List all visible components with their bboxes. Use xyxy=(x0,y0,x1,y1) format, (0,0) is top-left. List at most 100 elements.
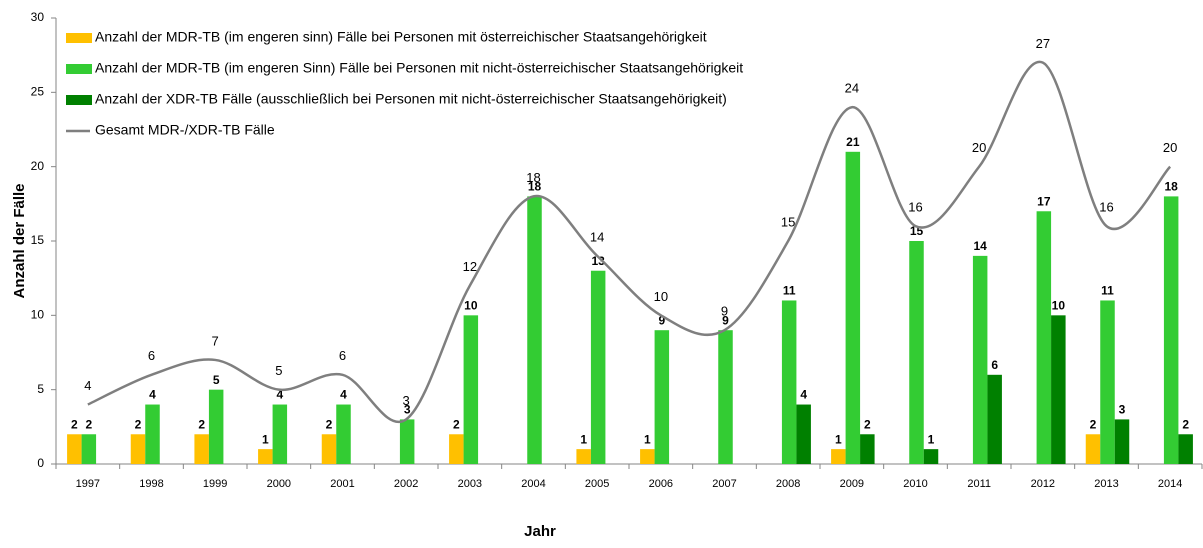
bar xyxy=(845,151,861,465)
legend-label: Gesamt MDR-/XDR-TB Fälle xyxy=(95,122,275,138)
bar xyxy=(972,255,988,464)
x-tick-label: 1999 xyxy=(203,478,227,490)
data-label: 2 xyxy=(1090,417,1097,431)
data-label: 4 xyxy=(276,388,283,402)
bar xyxy=(449,434,464,464)
data-label: 16 xyxy=(1099,200,1113,215)
x-tick-label: 2009 xyxy=(840,478,864,490)
data-label: 3 xyxy=(1119,403,1126,417)
legend-label: Anzahl der MDR-TB (im engeren sinn) Fäll… xyxy=(95,29,707,45)
data-label: 2 xyxy=(85,417,92,431)
legend-swatch xyxy=(66,33,92,43)
data-label: 4 xyxy=(84,378,91,393)
data-label: 18 xyxy=(1164,180,1178,194)
bar xyxy=(130,434,146,464)
bar xyxy=(463,315,479,464)
data-label: 18 xyxy=(526,170,540,185)
data-label: 2 xyxy=(864,417,871,431)
data-label: 11 xyxy=(783,284,796,298)
bar xyxy=(590,270,606,464)
bar xyxy=(321,434,337,464)
data-label: 4 xyxy=(149,388,156,402)
x-tick-label: 2008 xyxy=(776,478,800,490)
data-label: 6 xyxy=(991,358,998,372)
bar xyxy=(987,374,1002,464)
data-label: 13 xyxy=(591,254,605,268)
y-tick-label: 30 xyxy=(31,10,45,24)
data-label: 10 xyxy=(1052,299,1066,313)
data-label: 3 xyxy=(404,403,411,417)
y-tick-label: 5 xyxy=(37,382,44,396)
x-tick-label: 1997 xyxy=(76,478,100,490)
data-label: 15 xyxy=(781,214,795,229)
data-label: 2 xyxy=(326,417,333,431)
data-label: 18 xyxy=(528,180,542,194)
bar xyxy=(718,330,733,464)
bar xyxy=(796,404,811,464)
data-label: 24 xyxy=(845,81,859,96)
bar xyxy=(860,434,875,464)
y-tick-label: 20 xyxy=(31,159,45,173)
bar xyxy=(1036,211,1052,464)
x-tick-label: 2000 xyxy=(267,478,291,490)
bar xyxy=(527,196,542,464)
data-label: 10 xyxy=(654,289,668,304)
data-label: 10 xyxy=(464,299,478,313)
x-tick-label: 2003 xyxy=(458,478,482,490)
bar xyxy=(654,330,670,464)
data-label: 11 xyxy=(1101,284,1114,298)
data-label: 17 xyxy=(1037,194,1051,208)
data-label: 1 xyxy=(835,432,842,446)
data-label: 5 xyxy=(213,373,220,387)
data-label: 12 xyxy=(463,259,477,274)
data-label: 27 xyxy=(1036,36,1050,51)
data-label: 2 xyxy=(71,417,78,431)
bar xyxy=(67,434,82,464)
data-label: 7 xyxy=(212,333,219,348)
data-label: 2 xyxy=(1182,417,1189,431)
data-label: 2 xyxy=(198,417,205,431)
x-tick-label: 2001 xyxy=(330,478,354,490)
data-label: 1 xyxy=(580,432,587,446)
data-label: 2 xyxy=(453,417,460,431)
legend-label: Anzahl der MDR-TB (im engeren Sinn) Fäll… xyxy=(95,60,743,76)
y-tick-label: 0 xyxy=(37,456,44,470)
bar xyxy=(258,449,273,464)
bar xyxy=(194,434,209,464)
data-label: 4 xyxy=(340,388,347,402)
bar xyxy=(1178,434,1193,464)
bar xyxy=(399,419,415,464)
data-label: 20 xyxy=(972,140,986,155)
legend-swatch xyxy=(66,95,92,105)
bar xyxy=(576,449,591,464)
bar xyxy=(781,300,797,464)
x-tick-label: 2006 xyxy=(649,478,673,490)
bar xyxy=(831,449,846,464)
x-tick-label: 2004 xyxy=(521,478,545,490)
data-label: 6 xyxy=(148,348,155,363)
data-label: 9 xyxy=(721,304,728,319)
legend-swatch xyxy=(66,64,92,74)
bar xyxy=(1085,434,1101,464)
x-tick-label: 2002 xyxy=(394,478,418,490)
data-label: 14 xyxy=(590,229,604,244)
legend-label: Anzahl der XDR-TB Fälle (ausschließlich … xyxy=(95,91,727,107)
bar xyxy=(640,449,655,464)
bar xyxy=(909,241,924,464)
bar xyxy=(1051,315,1066,464)
x-axis-label: Jahr xyxy=(524,523,556,540)
bar xyxy=(81,434,97,464)
x-tick-label: 2010 xyxy=(903,478,927,490)
data-label: 4 xyxy=(800,388,807,402)
data-label: 16 xyxy=(908,200,922,215)
data-label: 3 xyxy=(403,393,410,408)
data-label: 21 xyxy=(846,135,860,149)
y-tick-label: 15 xyxy=(31,233,45,247)
data-label: 14 xyxy=(973,239,987,253)
x-tick-label: 2007 xyxy=(712,478,736,490)
data-label: 2 xyxy=(135,417,142,431)
bar xyxy=(1114,419,1130,464)
data-label: 9 xyxy=(722,313,729,327)
bar xyxy=(336,404,351,464)
x-tick-label: 2012 xyxy=(1031,478,1055,490)
